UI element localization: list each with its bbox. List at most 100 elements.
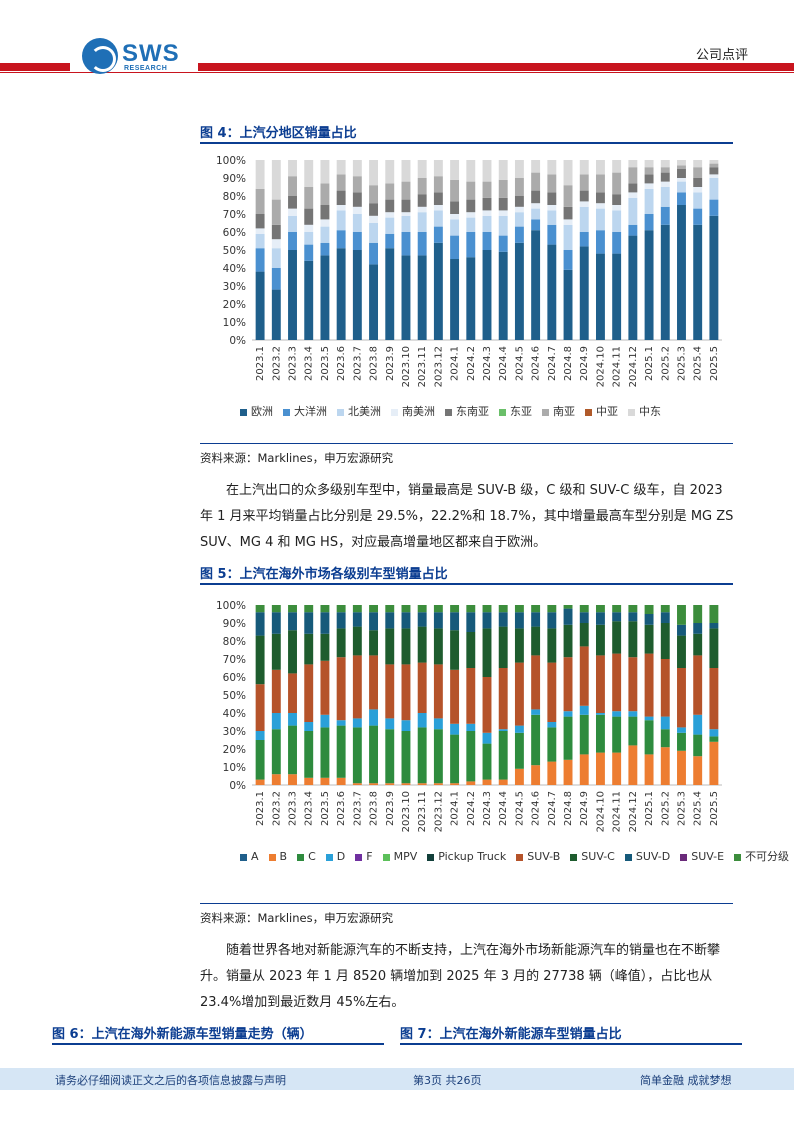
fig5-bar-segment bbox=[709, 729, 719, 737]
fig4-bar-segment bbox=[288, 176, 297, 196]
fig5-bar-segment bbox=[482, 743, 492, 780]
fig5-xtick: 2023.3 bbox=[288, 791, 299, 826]
fig5-xtick: 2024.6 bbox=[531, 791, 542, 826]
fig5-bar-segment bbox=[693, 633, 703, 656]
footer-disclaimer: 请务必仔细阅读正文之后的各项信息披露与声明 bbox=[55, 1074, 286, 1087]
fig5-ytick: 80% bbox=[223, 636, 246, 648]
fig4-bar-segment bbox=[482, 232, 492, 250]
fig4-bar-segment bbox=[450, 259, 460, 340]
fig4-chart: 0%10%20%30%40%50%60%70%80%90%100%2023.1 2… bbox=[216, 155, 722, 387]
fig5-bar-segment bbox=[401, 783, 411, 785]
fig5-bar-segment bbox=[288, 673, 297, 713]
fig5-bar-segment bbox=[531, 612, 541, 627]
fig5-bar-segment bbox=[693, 623, 703, 634]
fig4-xtick: 2023.9 bbox=[385, 346, 396, 381]
fig5-legend-swatch bbox=[240, 853, 247, 861]
fig4-legend-swatch bbox=[337, 408, 344, 416]
fig5-bar-segment bbox=[385, 628, 395, 665]
fig5-bar-segment bbox=[709, 736, 719, 742]
fig4-bar-segment bbox=[498, 197, 508, 211]
fig4-bar-segment bbox=[352, 232, 362, 250]
fig5-bar-segment bbox=[385, 612, 395, 629]
fig4-legend-item: 南美洲 bbox=[391, 405, 435, 418]
fig4-bar-segment bbox=[595, 203, 605, 209]
fig4-legend-label: 东南亚 bbox=[456, 405, 489, 418]
fig4-xtick: 2024.2 bbox=[466, 346, 477, 381]
fig4-bar-segment bbox=[417, 194, 427, 207]
fig4-title: 图 4：上汽分地区销量占比 bbox=[200, 126, 357, 141]
fig5-bar-segment bbox=[417, 727, 427, 784]
fig5-xtick: 2023.9 bbox=[385, 791, 396, 826]
fig5-bar-segment bbox=[336, 612, 346, 629]
fig4-bar-segment bbox=[579, 174, 589, 191]
fig5-bar-segment bbox=[595, 713, 605, 715]
fig5-ytick: 20% bbox=[223, 744, 246, 756]
fig4-xtick: 2023.4 bbox=[304, 346, 315, 381]
fig4-bar-segment bbox=[433, 242, 443, 340]
fig5-bar-segment bbox=[271, 669, 281, 713]
fig5-bar-segment bbox=[352, 718, 362, 728]
fig4-bar-segment bbox=[531, 190, 541, 204]
fig5-legend-item: Pickup Truck bbox=[427, 850, 506, 863]
fig5-bar-segment bbox=[271, 633, 281, 670]
fig5-bar-segment bbox=[401, 628, 411, 665]
fig5-bar-segment bbox=[547, 662, 557, 722]
fig4-bar-segment bbox=[563, 185, 573, 207]
fig5-xtick: 2025.4 bbox=[693, 791, 704, 826]
fig5-bar-segment bbox=[417, 662, 427, 713]
fig4-ytick: 60% bbox=[223, 227, 246, 239]
fig6-title: 图 6：上汽在海外新能源车型销量走势（辆） bbox=[52, 1027, 313, 1042]
fig4-bar-segment bbox=[385, 212, 395, 218]
fig4-bar-segment bbox=[579, 201, 589, 207]
fig4-legend-item: 北美洲 bbox=[337, 405, 381, 418]
fig4-legend-swatch bbox=[283, 408, 290, 416]
fig4-bar-segment bbox=[563, 269, 573, 340]
fig4-bar-segment bbox=[369, 215, 379, 223]
fig5-bar-segment bbox=[336, 777, 346, 785]
fig5-bar-segment bbox=[628, 612, 638, 622]
fig4-bar-segment bbox=[579, 206, 589, 232]
fig4-legend-label: 南美洲 bbox=[402, 405, 435, 418]
fig4-bar-segment bbox=[466, 199, 476, 213]
fig4-bar-segment bbox=[401, 199, 411, 213]
fig4-bar-segment bbox=[304, 232, 314, 245]
fig5-bar-segment bbox=[612, 621, 622, 654]
fig5-bar-segment bbox=[450, 723, 460, 735]
fig4-bar-segment bbox=[579, 232, 589, 247]
fig4-bar-segment bbox=[482, 197, 492, 211]
fig5-legend-swatch bbox=[624, 853, 632, 861]
fig5-xtick: 2023.11 bbox=[417, 791, 428, 832]
fig5-bar-segment bbox=[498, 605, 508, 613]
fig5-bar-segment bbox=[271, 612, 281, 634]
fig5-bar-segment bbox=[677, 727, 686, 733]
fig4-bar-segment bbox=[369, 160, 379, 186]
fig4-legend-label: 欧洲 bbox=[251, 405, 273, 418]
fig5-xtick: 2024.8 bbox=[563, 791, 574, 826]
fig4-bar-segment bbox=[514, 226, 524, 243]
footer-page-number: 第3页 共26页 bbox=[413, 1074, 482, 1087]
fig4-bar-segment bbox=[304, 244, 314, 261]
fig4-xtick: 2024.11 bbox=[612, 346, 623, 387]
fig4-bar-segment bbox=[547, 205, 557, 211]
fig4-bar-segment bbox=[612, 232, 622, 254]
fig5-legend-swatch bbox=[570, 853, 578, 861]
fig4-bar-segment bbox=[450, 179, 460, 202]
fig4-ytick: 90% bbox=[223, 173, 246, 185]
fig5-xtick: 2024.12 bbox=[628, 791, 639, 832]
fig4-xtick: 2023.8 bbox=[369, 346, 380, 381]
fig5-xtick: 2024.9 bbox=[579, 791, 590, 826]
fig4-bar-segment bbox=[644, 214, 654, 231]
fig5-bar-segment bbox=[320, 714, 330, 728]
fig4-bar-segment bbox=[288, 160, 297, 177]
fig5-title: 图 5：上汽在海外市场各级别车型销量占比 bbox=[200, 567, 448, 582]
fig4-bar-segment bbox=[482, 215, 492, 232]
fig5-bar-segment bbox=[320, 727, 330, 778]
fig4-bar-segment bbox=[612, 172, 622, 195]
fig5-bar-segment bbox=[466, 612, 476, 632]
fig4-bar-segment bbox=[320, 226, 330, 243]
fig5-legend-label: C bbox=[308, 850, 316, 863]
fig5-bar-segment bbox=[482, 612, 492, 629]
fig4-bar-segment bbox=[595, 160, 605, 175]
fig5-legend-item: C bbox=[297, 850, 316, 863]
fig5-ytick: 40% bbox=[223, 708, 246, 720]
